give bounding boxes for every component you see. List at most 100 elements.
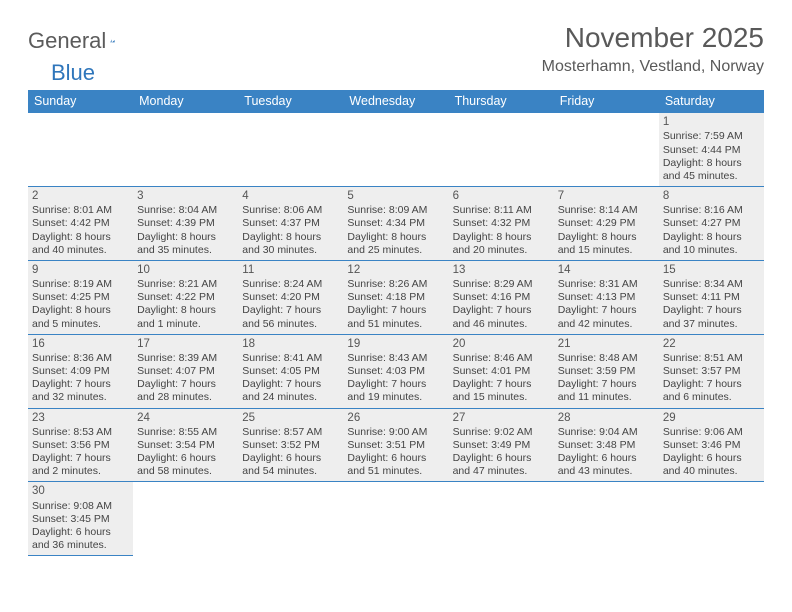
- sunset-line: Sunset: 4:29 PM: [558, 217, 655, 230]
- sunrise-line: Sunrise: 8:53 AM: [32, 426, 129, 439]
- daylight-line: Daylight: 8 hours and 35 minutes.: [137, 231, 234, 257]
- sunset-line: Sunset: 4:44 PM: [663, 144, 760, 157]
- sunset-line: Sunset: 3:46 PM: [663, 439, 760, 452]
- sunrise-line: Sunrise: 9:08 AM: [32, 500, 129, 513]
- daylight-line: Daylight: 7 hours and 42 minutes.: [558, 304, 655, 330]
- day-cell: [28, 113, 133, 186]
- sunrise-line: Sunrise: 8:43 AM: [347, 352, 444, 365]
- day-cell: [238, 482, 343, 556]
- day-cell: 30Sunrise: 9:08 AMSunset: 3:45 PMDayligh…: [28, 482, 133, 556]
- week-row: 9Sunrise: 8:19 AMSunset: 4:25 PMDaylight…: [28, 260, 764, 334]
- daylight-line: Daylight: 8 hours and 45 minutes.: [663, 157, 760, 183]
- daylight-line: Daylight: 6 hours and 43 minutes.: [558, 452, 655, 478]
- day-number: 12: [347, 263, 444, 277]
- sunset-line: Sunset: 4:13 PM: [558, 291, 655, 304]
- day-number: 4: [242, 189, 339, 203]
- daylight-line: Daylight: 7 hours and 46 minutes.: [453, 304, 550, 330]
- col-monday: Monday: [133, 90, 238, 113]
- day-number: 7: [558, 189, 655, 203]
- day-number: 15: [663, 263, 760, 277]
- daylight-line: Daylight: 8 hours and 40 minutes.: [32, 231, 129, 257]
- daylight-line: Daylight: 8 hours and 15 minutes.: [558, 231, 655, 257]
- day-number: 11: [242, 263, 339, 277]
- sunset-line: Sunset: 4:05 PM: [242, 365, 339, 378]
- sunrise-line: Sunrise: 8:55 AM: [137, 426, 234, 439]
- calendar-table: Sunday Monday Tuesday Wednesday Thursday…: [28, 90, 764, 556]
- day-cell: [449, 482, 554, 556]
- daylight-line: Daylight: 7 hours and 2 minutes.: [32, 452, 129, 478]
- brand-logo: General: [28, 28, 138, 54]
- day-number: 10: [137, 263, 234, 277]
- day-number: 18: [242, 337, 339, 351]
- day-cell: 3Sunrise: 8:04 AMSunset: 4:39 PMDaylight…: [133, 186, 238, 260]
- daylight-line: Daylight: 6 hours and 54 minutes.: [242, 452, 339, 478]
- day-cell: 13Sunrise: 8:29 AMSunset: 4:16 PMDayligh…: [449, 260, 554, 334]
- col-thursday: Thursday: [449, 90, 554, 113]
- daylight-line: Daylight: 8 hours and 25 minutes.: [347, 231, 444, 257]
- daylight-line: Daylight: 8 hours and 10 minutes.: [663, 231, 760, 257]
- day-cell: 14Sunrise: 8:31 AMSunset: 4:13 PMDayligh…: [554, 260, 659, 334]
- week-row: 2Sunrise: 8:01 AMSunset: 4:42 PMDaylight…: [28, 186, 764, 260]
- sunset-line: Sunset: 4:11 PM: [663, 291, 760, 304]
- col-tuesday: Tuesday: [238, 90, 343, 113]
- sunrise-line: Sunrise: 8:31 AM: [558, 278, 655, 291]
- day-number: 17: [137, 337, 234, 351]
- sunrise-line: Sunrise: 8:51 AM: [663, 352, 760, 365]
- sunrise-line: Sunrise: 8:01 AM: [32, 204, 129, 217]
- day-cell: 27Sunrise: 9:02 AMSunset: 3:49 PMDayligh…: [449, 408, 554, 482]
- location-subtitle: Mosterhamn, Vestland, Norway: [542, 58, 764, 76]
- brand-name-a: General: [28, 28, 106, 54]
- month-title: November 2025: [542, 22, 764, 54]
- sunrise-line: Sunrise: 8:06 AM: [242, 204, 339, 217]
- sunrise-line: Sunrise: 9:02 AM: [453, 426, 550, 439]
- sunset-line: Sunset: 4:09 PM: [32, 365, 129, 378]
- week-row: 23Sunrise: 8:53 AMSunset: 3:56 PMDayligh…: [28, 408, 764, 482]
- week-row: 30Sunrise: 9:08 AMSunset: 3:45 PMDayligh…: [28, 482, 764, 556]
- sunset-line: Sunset: 3:52 PM: [242, 439, 339, 452]
- day-cell: 9Sunrise: 8:19 AMSunset: 4:25 PMDaylight…: [28, 260, 133, 334]
- col-friday: Friday: [554, 90, 659, 113]
- flag-icon: [110, 30, 115, 52]
- day-cell: 28Sunrise: 9:04 AMSunset: 3:48 PMDayligh…: [554, 408, 659, 482]
- sunrise-line: Sunrise: 8:36 AM: [32, 352, 129, 365]
- daylight-line: Daylight: 7 hours and 37 minutes.: [663, 304, 760, 330]
- sunset-line: Sunset: 4:07 PM: [137, 365, 234, 378]
- sunset-line: Sunset: 3:49 PM: [453, 439, 550, 452]
- day-number: 20: [453, 337, 550, 351]
- day-cell: 26Sunrise: 9:00 AMSunset: 3:51 PMDayligh…: [343, 408, 448, 482]
- day-cell: 2Sunrise: 8:01 AMSunset: 4:42 PMDaylight…: [28, 186, 133, 260]
- day-number: 28: [558, 411, 655, 425]
- sunrise-line: Sunrise: 8:39 AM: [137, 352, 234, 365]
- day-cell: 8Sunrise: 8:16 AMSunset: 4:27 PMDaylight…: [659, 186, 764, 260]
- sunrise-line: Sunrise: 8:48 AM: [558, 352, 655, 365]
- sunset-line: Sunset: 3:57 PM: [663, 365, 760, 378]
- day-number: 23: [32, 411, 129, 425]
- sunrise-line: Sunrise: 8:09 AM: [347, 204, 444, 217]
- daylight-line: Daylight: 7 hours and 6 minutes.: [663, 378, 760, 404]
- col-saturday: Saturday: [659, 90, 764, 113]
- col-sunday: Sunday: [28, 90, 133, 113]
- brand-name-b: Blue: [51, 60, 95, 86]
- day-cell: 4Sunrise: 8:06 AMSunset: 4:37 PMDaylight…: [238, 186, 343, 260]
- sunrise-line: Sunrise: 8:24 AM: [242, 278, 339, 291]
- sunset-line: Sunset: 3:48 PM: [558, 439, 655, 452]
- day-cell: [238, 113, 343, 186]
- day-cell: 24Sunrise: 8:55 AMSunset: 3:54 PMDayligh…: [133, 408, 238, 482]
- sunset-line: Sunset: 4:39 PM: [137, 217, 234, 230]
- week-row: 1Sunrise: 7:59 AMSunset: 4:44 PMDaylight…: [28, 113, 764, 186]
- sunrise-line: Sunrise: 8:14 AM: [558, 204, 655, 217]
- day-header-row: Sunday Monday Tuesday Wednesday Thursday…: [28, 90, 764, 113]
- day-number: 21: [558, 337, 655, 351]
- day-cell: 25Sunrise: 8:57 AMSunset: 3:52 PMDayligh…: [238, 408, 343, 482]
- day-cell: 16Sunrise: 8:36 AMSunset: 4:09 PMDayligh…: [28, 334, 133, 408]
- sunset-line: Sunset: 3:59 PM: [558, 365, 655, 378]
- sunset-line: Sunset: 4:16 PM: [453, 291, 550, 304]
- daylight-line: Daylight: 6 hours and 51 minutes.: [347, 452, 444, 478]
- sunset-line: Sunset: 4:20 PM: [242, 291, 339, 304]
- daylight-line: Daylight: 7 hours and 56 minutes.: [242, 304, 339, 330]
- day-number: 2: [32, 189, 129, 203]
- sunrise-line: Sunrise: 8:34 AM: [663, 278, 760, 291]
- day-number: 25: [242, 411, 339, 425]
- sunrise-line: Sunrise: 9:06 AM: [663, 426, 760, 439]
- day-cell: 11Sunrise: 8:24 AMSunset: 4:20 PMDayligh…: [238, 260, 343, 334]
